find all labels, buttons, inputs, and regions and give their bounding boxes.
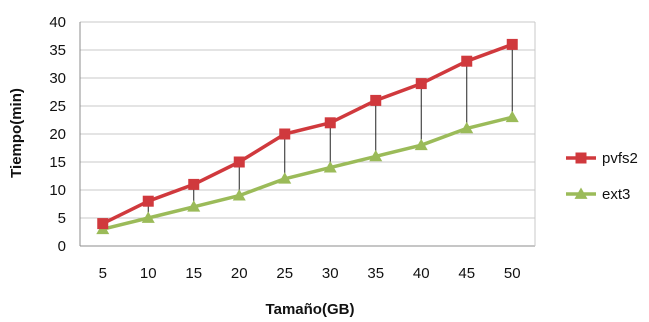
y-tick-label: 0 <box>58 238 66 255</box>
data-point-ext3 <box>323 161 337 173</box>
data-point-pvfs2 <box>415 78 427 90</box>
data-point-pvfs2 <box>461 55 473 67</box>
drop-lines <box>102 44 513 230</box>
data-point-ext3 <box>278 172 292 184</box>
data-point-pvfs2 <box>279 128 291 140</box>
y-tick-label: 30 <box>49 70 66 87</box>
y-tick-label: 10 <box>49 182 66 199</box>
x-axis-title: Tamaño(GB) <box>266 301 355 318</box>
data-point-pvfs2 <box>97 218 109 230</box>
data-point-pvfs2 <box>506 38 518 50</box>
x-tick-label: 25 <box>276 265 293 282</box>
y-tick-label: 15 <box>49 154 66 171</box>
legend: pvfs2 ext3 <box>566 150 638 203</box>
y-tick-label: 5 <box>58 210 66 227</box>
gridlines <box>80 21 535 247</box>
series <box>96 38 519 235</box>
y-tick-label: 20 <box>49 126 66 143</box>
data-point-ext3 <box>369 149 383 162</box>
x-tick-label: 35 <box>367 265 384 282</box>
data-point-pvfs2 <box>188 178 200 190</box>
series-line-pvfs2 <box>101 42 513 226</box>
legend-marker-ext3 <box>574 187 588 199</box>
x-tick-label: 40 <box>413 265 430 282</box>
x-tick-label: 30 <box>322 265 339 282</box>
data-point-pvfs2 <box>324 117 336 129</box>
y-tick-label: 40 <box>49 14 66 31</box>
y-tick-label: 25 <box>49 98 66 115</box>
x-tick-label: 20 <box>231 265 248 282</box>
y-axis-title: Tiempo(min) <box>8 88 25 178</box>
data-point-pvfs2 <box>142 195 154 207</box>
data-point-pvfs2 <box>233 156 245 168</box>
series-line-ext3 <box>102 115 513 231</box>
y-tick-label: 35 <box>49 42 66 59</box>
legend-marker-pvfs2 <box>575 152 587 164</box>
x-tick-label: 45 <box>458 265 475 282</box>
axes <box>79 22 536 247</box>
y-tick-labels: 0 5 10 15 20 25 30 35 40 <box>49 14 66 255</box>
data-point-ext3 <box>414 138 428 151</box>
x-tick-label: 50 <box>504 265 521 282</box>
x-tick-label: 10 <box>140 265 157 282</box>
data-point-pvfs2 <box>370 94 382 106</box>
legend-label-ext3: ext3 <box>602 186 630 203</box>
x-tick-label: 5 <box>99 265 107 282</box>
x-tick-label: 15 <box>185 265 202 282</box>
data-point-ext3 <box>187 200 201 212</box>
legend-label-pvfs2: pvfs2 <box>602 150 638 167</box>
x-tick-labels: 5 10 15 20 25 30 35 40 45 50 <box>99 265 521 282</box>
data-point-ext3 <box>460 121 474 134</box>
data-point-ext3 <box>141 211 155 223</box>
data-point-ext3 <box>232 189 246 201</box>
data-point-ext3 <box>505 110 519 123</box>
